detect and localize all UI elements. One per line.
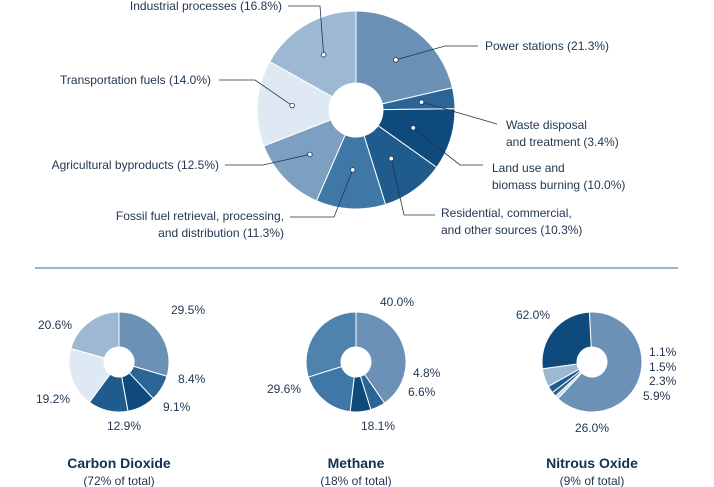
small-pie-1-label-3: 12.9%	[107, 419, 141, 433]
small-pie-1-label-5: 20.6%	[38, 318, 72, 332]
small-pie-1-label-4: 19.2%	[36, 392, 70, 406]
callout-label-3-0: Waste disposal	[506, 118, 587, 132]
small-pie-1-subtitle: (72% of total)	[83, 474, 154, 487]
main-pie-slice-7	[268, 10, 357, 98]
small-pie-3-title: Nitrous Oxide	[546, 455, 638, 471]
small-pie-2-label-1: 4.8%	[413, 366, 441, 380]
main-pie-slice-5	[263, 119, 346, 202]
callout-label-1-0: Power stations (21.3%)	[485, 39, 609, 53]
callout-line-7	[290, 169, 354, 218]
small-pie-3-label-1: 1.1%	[649, 345, 677, 359]
callout-label-2-0: Transportation fuels (14.0%)	[60, 73, 211, 87]
small-pie-3-label-3: 2.3%	[649, 374, 677, 388]
callout-label-4-0: Land use and	[492, 161, 565, 175]
small-pie-titles: Carbon Dioxide (72% of total) Methane (18% …	[67, 455, 638, 487]
small-pie-1-label-0: 29.5%	[171, 303, 205, 317]
callout-label-7-0: Fossil fuel retrieval, processing,	[116, 209, 284, 223]
small-pie-2-label-3: 18.1%	[361, 419, 395, 433]
callout-line-5	[225, 154, 310, 166]
small-pie-3-label-5: 26.0%	[575, 421, 609, 435]
small-pie-3-label-0: 62.0%	[516, 308, 550, 322]
callout-dot-1	[393, 57, 399, 63]
small-pie-3: 62.0% 1.1%1.5%2.3%5.9% 26.0%	[516, 308, 677, 435]
callout-dot-4	[410, 125, 416, 131]
callout-label-3-1: and treatment (3.4%)	[506, 135, 619, 149]
main-pie-callouts: Industrial processes (16.8%) Power statio…	[52, 0, 626, 240]
callout-dot-6	[388, 155, 394, 162]
small-pie-3-subtitle: (9% of total)	[560, 474, 625, 487]
small-pie-1-slice-5	[70, 311, 120, 359]
main-pie-chart	[256, 10, 456, 210]
callout-label-6-1: and other sources (10.3%)	[441, 223, 582, 237]
callout-line-3	[421, 101, 498, 125]
callout-dot-0	[320, 52, 327, 58]
callout-label-5-0: Agricultural byproducts (12.5%)	[52, 158, 219, 172]
callout-dot-3	[418, 99, 425, 105]
callout-line-4	[413, 127, 483, 166]
small-pie-3-slice-5	[541, 311, 592, 370]
callout-line-6	[390, 158, 435, 216]
small-pie-1-slice-4	[68, 347, 111, 404]
small-pie-2-title: Methane	[328, 455, 385, 471]
callout-label-7-1: and distribution (11.3%)	[158, 226, 284, 240]
callout-dot-2	[289, 102, 295, 109]
small-pie-3-label-2: 1.5%	[649, 360, 677, 374]
main-pie-slice-6	[256, 60, 334, 147]
callout-dot-7	[350, 167, 356, 173]
small-pie-2-slice-4	[305, 311, 357, 378]
small-pie-3-label-4: 5.9%	[643, 389, 671, 403]
callout-label-6-0: Residential, commercial,	[441, 206, 572, 220]
small-pie-1-label-2: 9.1%	[163, 400, 191, 414]
small-pie-1: 29.5% 8.4% 9.1% 12.9% 19.2% 20.6%	[36, 303, 206, 433]
callout-line-2	[219, 79, 293, 106]
callout-line-1	[395, 45, 478, 61]
small-pie-2-label-2: 6.6%	[408, 385, 436, 399]
small-pie-2: 40.0% 4.8% 6.6% 18.1% 29.6%	[267, 295, 441, 433]
small-pies: 29.5% 8.4% 9.1% 12.9% 19.2% 20.6% 40.0% 4.8% 6.6…	[36, 295, 677, 435]
small-pie-2-label-4: 29.6%	[267, 382, 301, 396]
small-pie-1-title: Carbon Dioxide	[67, 455, 171, 471]
callout-label-0-0: Industrial processes (16.8%)	[130, 0, 282, 13]
small-pie-1-slice-0	[118, 311, 170, 377]
small-pie-1-label-1: 8.4%	[178, 372, 206, 386]
small-pie-2-subtitle: (18% of total)	[320, 474, 391, 487]
small-pie-2-label-0: 40.0%	[380, 295, 414, 309]
callout-dot-5	[307, 151, 313, 158]
callout-line-0	[288, 5, 325, 55]
small-pie-3-slice-0	[557, 311, 643, 413]
small-pie-2-slice-0	[355, 311, 407, 404]
callout-label-4-1: biomass burning (10.0%)	[492, 178, 625, 192]
